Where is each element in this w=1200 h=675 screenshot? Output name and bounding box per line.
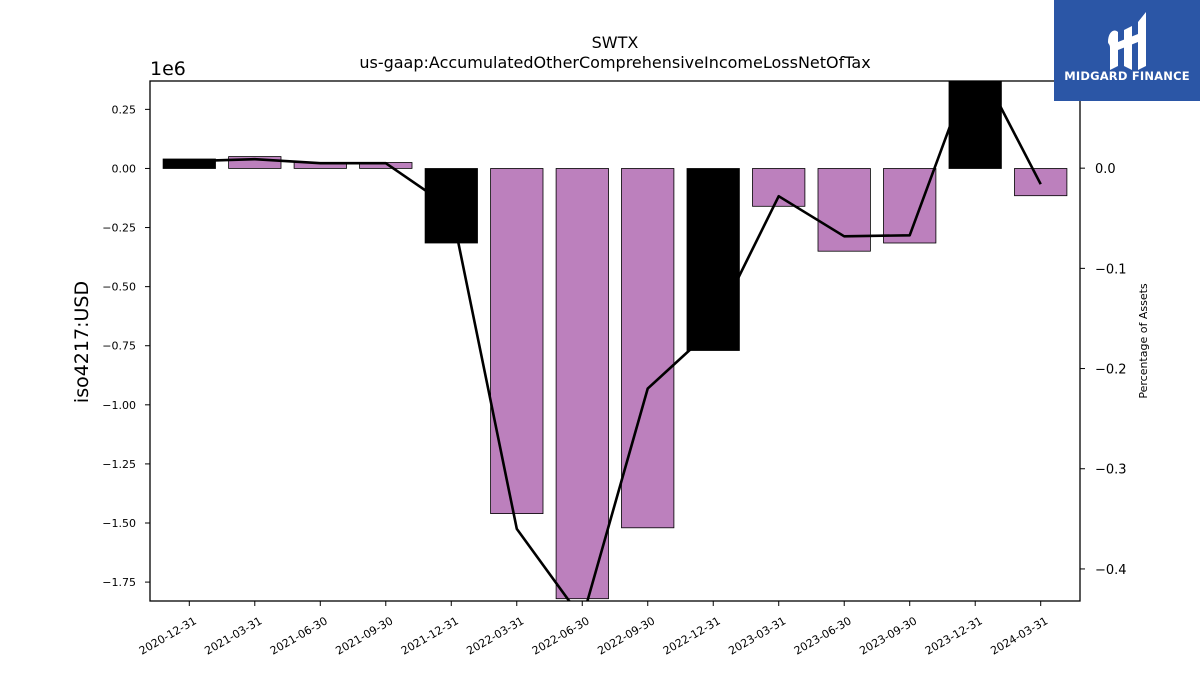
y2-tick-label: −0.3 bbox=[1095, 463, 1127, 478]
x-tick-label: 2021-12-31 bbox=[399, 614, 461, 657]
x-tick-label: 2022-12-31 bbox=[661, 614, 723, 657]
x-tick-label: 2021-03-31 bbox=[202, 614, 264, 657]
x-tick-label: 2022-06-30 bbox=[530, 614, 592, 657]
y2-tick-label: −0.4 bbox=[1095, 563, 1127, 578]
y-tick-label: −1.50 bbox=[102, 517, 136, 530]
x-tick-label: 2022-03-31 bbox=[464, 614, 526, 657]
x-tick-label: 2023-12-31 bbox=[923, 614, 985, 657]
bar-2021-03-31 bbox=[228, 156, 282, 169]
x-tick-label: 2022-09-30 bbox=[595, 614, 657, 657]
y2-tick-label: −0.2 bbox=[1095, 363, 1127, 378]
bar-2022-12-31 bbox=[686, 168, 740, 351]
y-tick-label: 0.00 bbox=[112, 162, 137, 175]
y-tick-label: −1.00 bbox=[102, 399, 136, 412]
x-tick-label: 2023-06-30 bbox=[792, 614, 854, 657]
y-tick-label: −0.25 bbox=[102, 222, 136, 235]
x-tick-label: 2020-12-31 bbox=[137, 614, 199, 657]
y-offset-text: 1e6 bbox=[150, 58, 186, 80]
x-tick-label: 2023-03-31 bbox=[726, 614, 788, 657]
percentage-line bbox=[189, 81, 1042, 601]
x-tick-label: 2024-03-31 bbox=[988, 614, 1050, 657]
y2-tick-label: 0.0 bbox=[1095, 162, 1116, 177]
chart-title: SWTX bbox=[592, 33, 639, 52]
bar-2023-09-30 bbox=[883, 168, 937, 244]
bar-2023-12-31 bbox=[948, 81, 1002, 169]
y-tick-label: −1.75 bbox=[102, 576, 136, 589]
y2-axis-label: Percentage of Assets bbox=[1137, 283, 1150, 399]
x-tick-label: 2023-09-30 bbox=[857, 614, 919, 657]
bar-2020-12-31 bbox=[162, 158, 216, 169]
chart-subtitle: us-gaap:AccumulatedOtherComprehensiveInc… bbox=[359, 53, 870, 72]
bar-2021-12-31 bbox=[424, 168, 478, 244]
logo-mark-icon bbox=[1108, 12, 1146, 70]
bar-2022-09-30 bbox=[621, 168, 675, 529]
y-tick-label: −1.25 bbox=[102, 458, 136, 471]
y2-tick-label: −0.1 bbox=[1095, 262, 1127, 277]
plot-frame bbox=[149, 80, 1081, 602]
y-tick-label: −0.50 bbox=[102, 281, 136, 294]
bar-2022-03-31 bbox=[490, 168, 544, 515]
y-tick-label: 0.25 bbox=[112, 103, 137, 116]
logo-name: MIDGARD FINANCE bbox=[1064, 69, 1190, 83]
bar-2022-06-30 bbox=[555, 168, 609, 600]
x-tick-label: 2021-09-30 bbox=[333, 614, 395, 657]
bar-2023-03-31 bbox=[752, 168, 806, 207]
x-tick-label: 2021-06-30 bbox=[268, 614, 330, 657]
bar-2023-06-30 bbox=[817, 168, 871, 252]
y-axis-label: iso4217:USD bbox=[71, 281, 93, 403]
y-tick-label: −0.75 bbox=[102, 340, 136, 353]
midgard-finance-logo: MIDGARD FINANCE bbox=[1054, 0, 1200, 101]
